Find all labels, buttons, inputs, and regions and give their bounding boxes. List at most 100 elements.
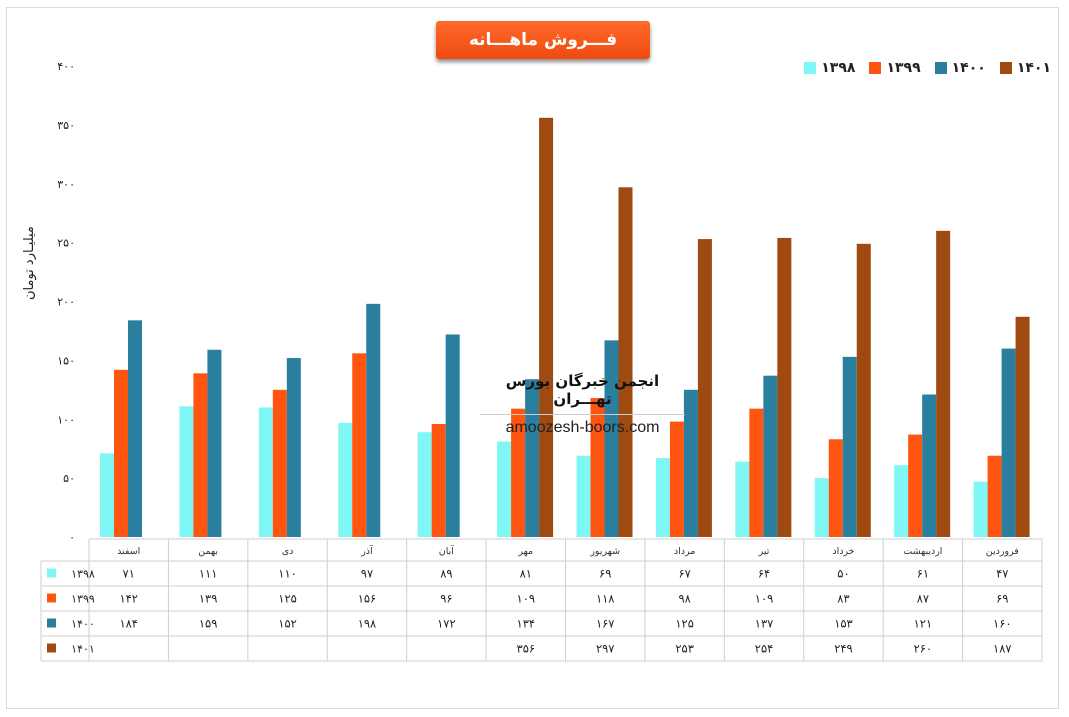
chart-legend: ۱۴۰۱ ۱۴۰۰ ۱۳۹۹ ۱۳۹۸ (804, 60, 1051, 76)
y-tick-label: ۰ (69, 531, 75, 544)
data-label: ۶۱ (917, 567, 929, 581)
bar-3-6 (539, 117, 554, 537)
y-tick-label: ۳۵۰ (57, 119, 75, 132)
y-tick-label: ۴۰۰ (57, 60, 75, 73)
y-tick-label: ۲۵۰ (57, 237, 75, 250)
watermark-url: amoozesh-boors.com (505, 419, 660, 436)
bar-0-9 (258, 407, 273, 537)
watermark: انجمن خبرگان بورس تهـــران amoozesh-boor… (480, 372, 685, 437)
bar-1-8 (352, 353, 367, 537)
bar-0-4 (655, 458, 670, 537)
bar-1-4 (669, 421, 684, 537)
x-tick-label: اردیبهشت (903, 546, 942, 557)
legend-swatch (869, 62, 882, 74)
table-series-name: ۱۳۹۹ (71, 593, 95, 606)
data-label: ۶۹ (996, 592, 1008, 606)
bar-0-0 (973, 481, 988, 537)
legend-item: ۱۳۹۸ (804, 60, 855, 76)
bar-1-1 (908, 434, 923, 537)
x-tick-label: دی (282, 546, 294, 557)
table-series-name: ۱۴۰۰ (71, 618, 95, 631)
bar-3-2 (856, 243, 871, 538)
data-label: ۳۵۶ (517, 642, 536, 656)
data-label: ۹۸ (678, 592, 690, 606)
data-label: ۱۲۱ (914, 617, 933, 631)
bar-1-2 (828, 439, 843, 537)
bar-2-8 (366, 303, 381, 537)
data-label: ۲۵۴ (755, 642, 774, 656)
data-label: ۱۱۱ (199, 567, 218, 581)
y-tick-label: ۱۵۰ (57, 354, 75, 367)
bar-1-3 (749, 408, 764, 537)
bar-2-5 (604, 340, 619, 537)
table-legend-swatch (47, 593, 56, 603)
x-tick-label: آبان (439, 544, 455, 557)
data-label: ۱۵۹ (199, 617, 218, 631)
watermark-title: انجمن خبرگان بورس تهـــران (480, 372, 685, 415)
data-label: ۱۸۷ (993, 642, 1012, 656)
data-label: ۸۳ (837, 592, 849, 606)
x-tick-label: خرداد (832, 546, 854, 557)
bar-3-3 (777, 237, 792, 538)
x-tick-label: مرداد (674, 546, 695, 557)
data-label: ۱۷۲ (437, 617, 456, 631)
bar-1-0 (987, 455, 1002, 537)
x-tick-label: بهمن (198, 546, 218, 557)
data-label: ۸۹ (440, 567, 452, 581)
bar-1-10 (193, 373, 208, 537)
bar-2-2 (842, 356, 857, 537)
data-label: ۱۰۹ (755, 592, 774, 606)
bar-3-4 (697, 239, 712, 537)
bar-0-2 (814, 478, 829, 537)
bar-2-7 (445, 334, 460, 537)
bar-0-10 (179, 406, 194, 537)
bar-2-10 (207, 349, 222, 537)
data-label: ۲۶۰ (914, 642, 933, 656)
data-label: ۱۴۲ (119, 592, 138, 606)
bar-0-3 (735, 461, 750, 537)
data-label: ۱۳۴ (517, 617, 536, 631)
data-label: ۱۶۰ (993, 617, 1012, 631)
table-series-name: ۱۴۰۱ (71, 643, 95, 656)
bar-0-7 (417, 432, 432, 537)
data-label: ۱۵۳ (834, 617, 853, 631)
chart-title: فـــروش ماهـــانه فـــشصفا (436, 21, 650, 88)
bar-1-9 (272, 389, 287, 537)
data-label: ۸۱ (520, 567, 532, 581)
legend-label: ۱۴۰۱ (1016, 60, 1051, 76)
data-label: ۷۱ (123, 567, 135, 581)
bar-2-6 (525, 379, 540, 537)
data-label: ۱۱۰ (278, 567, 297, 581)
table-series-name: ۱۳۹۸ (71, 568, 95, 581)
y-tick-label: ۵۰ (63, 472, 75, 485)
data-label: ۱۱۸ (596, 592, 615, 606)
legend-swatch (934, 62, 947, 74)
data-label: ۶۷ (678, 567, 690, 581)
data-label: ۹۶ (440, 592, 452, 606)
data-label: ۶۹ (599, 567, 611, 581)
bar-0-1 (894, 465, 909, 537)
data-label: ۱۶۷ (596, 617, 615, 631)
data-label: ۱۳۷ (755, 617, 774, 631)
bar-1-5 (590, 398, 605, 537)
data-label: ۱۵۲ (278, 617, 297, 631)
bar-0-5 (576, 455, 591, 537)
legend-item: ۱۴۰۱ (999, 60, 1051, 76)
x-tick-label: اسفند (117, 546, 140, 557)
data-label: ۱۳۹ (199, 592, 218, 606)
data-label: ۲۴۹ (834, 642, 853, 656)
bar-3-1 (936, 230, 951, 537)
y-tick-label: ۳۰۰ (57, 178, 75, 191)
bar-0-11 (100, 453, 114, 537)
x-tick-label: مهر (517, 546, 533, 557)
data-label: ۱۲۵ (278, 592, 297, 606)
table-legend-swatch (47, 618, 56, 628)
bar-2-0 (1001, 348, 1016, 537)
bar-1-6 (511, 408, 526, 537)
legend-item: ۱۴۰۰ (934, 60, 986, 76)
bar-1-11 (114, 369, 128, 537)
data-label: ۱۰۹ (517, 592, 536, 606)
bar-0-6 (497, 441, 512, 537)
data-label: ۴۷ (996, 567, 1008, 581)
legend-label: ۱۴۰۰ (951, 60, 986, 76)
